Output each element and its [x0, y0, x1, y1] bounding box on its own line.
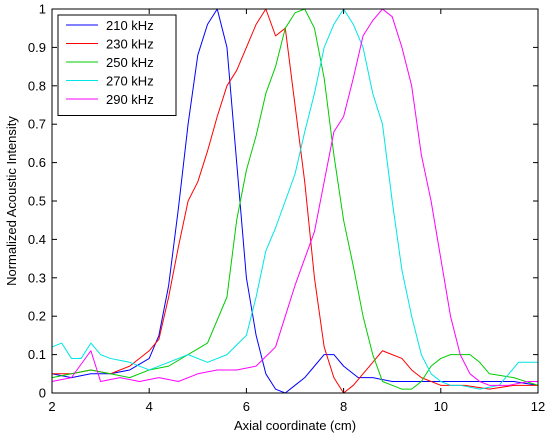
y-tick-label: 1 [39, 2, 46, 17]
legend-label-5: 290 kHz [106, 92, 154, 107]
legend-label-4: 270 kHz [106, 74, 154, 89]
y-tick-label: 0.9 [28, 40, 46, 55]
x-axis-title: Axial coordinate (cm) [234, 418, 356, 433]
y-tick-label: 0.4 [28, 232, 46, 247]
x-tick-label: 2 [48, 399, 55, 414]
legend-label-2: 230 kHz [106, 37, 154, 52]
y-tick-label: 0.2 [28, 309, 46, 324]
y-tick-label: 0.8 [28, 78, 46, 93]
series-lines [51, 8, 539, 394]
y-tick-label: 0.3 [28, 270, 46, 285]
legend-label-3: 250 kHz [106, 55, 154, 70]
tick-marks [51, 8, 539, 394]
y-tick-label: 0 [39, 386, 46, 401]
y-tick-label: 0.5 [28, 194, 46, 209]
y-tick-label: 0.6 [28, 155, 46, 170]
y-tick-label: 0.1 [28, 347, 46, 362]
x-tick-label: 4 [146, 399, 153, 414]
tick-labels: 2 4 6 8 10 12 0 0.1 0.2 0.3 0.4 0.5 0.6 0.7 0.8 0.9 1 [28, 2, 545, 415]
series-line-3 [51, 8, 539, 390]
y-tick-label: 0.7 [28, 117, 46, 132]
series-line-4 [51, 8, 538, 390]
y-axis-title: Normalized Acoustic Intensity [4, 116, 19, 286]
x-tick-label: 8 [340, 399, 347, 414]
legend-label-1: 210 kHz [106, 18, 154, 33]
x-tick-label: 6 [243, 399, 250, 414]
legend: 210 kHz 230 kHz 250 kHz 270 kHz 290 kHz [57, 14, 177, 116]
series-line-5 [51, 8, 538, 386]
x-tick-label: 10 [434, 399, 448, 414]
x-tick-label: 12 [531, 399, 545, 414]
